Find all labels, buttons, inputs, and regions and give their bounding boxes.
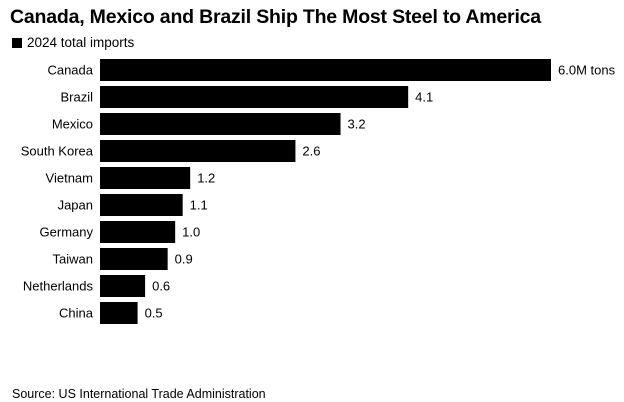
category-label-brazil: Brazil — [60, 90, 93, 105]
category-label-germany: Germany — [40, 225, 94, 240]
legend-swatch — [12, 37, 22, 48]
bar-taiwan — [100, 248, 168, 270]
value-label-vietnam: 1.2 — [197, 171, 215, 186]
category-label-china: China — [59, 306, 94, 321]
value-label-japan: 1.1 — [190, 198, 208, 213]
category-label-japan: Japan — [58, 198, 93, 213]
category-label-canada: Canada — [47, 63, 93, 78]
source-note: Source: US International Trade Administr… — [12, 387, 266, 401]
value-label-canada: 6.0M tons — [558, 63, 616, 78]
category-label-vietnam: Vietnam — [46, 171, 93, 186]
bar-chart: Canada 6.0M tons Brazil 4.1 Mexico 3.2 South K… — [21, 59, 616, 324]
chart-title: Canada, Mexico and Brazil Ship The Most … — [10, 6, 541, 28]
bar-japan — [100, 194, 183, 216]
legend: 2024 total imports — [12, 35, 134, 50]
bar-brazil — [100, 86, 409, 108]
bar-canada — [100, 59, 551, 81]
category-label-mexico: Mexico — [52, 117, 93, 132]
value-label-brazil: 4.1 — [415, 90, 433, 105]
bar-netherlands — [100, 275, 146, 297]
bar-china — [100, 302, 138, 324]
value-label-mexico: 3.2 — [348, 117, 366, 132]
bar-vietnam — [100, 167, 191, 189]
bar-south-korea — [100, 140, 296, 162]
bar-mexico — [100, 113, 341, 135]
value-label-china: 0.5 — [145, 306, 163, 321]
value-label-taiwan: 0.9 — [175, 252, 193, 267]
legend-label: 2024 total imports — [27, 35, 135, 50]
category-label-taiwan: Taiwan — [53, 252, 93, 267]
bar-germany — [100, 221, 176, 243]
value-label-netherlands: 0.6 — [152, 279, 170, 294]
value-label-south-korea: 2.6 — [302, 144, 320, 159]
category-label-south-korea: South Korea — [21, 144, 94, 159]
category-label-netherlands: Netherlands — [23, 279, 94, 294]
value-label-germany: 1.0 — [182, 225, 200, 240]
